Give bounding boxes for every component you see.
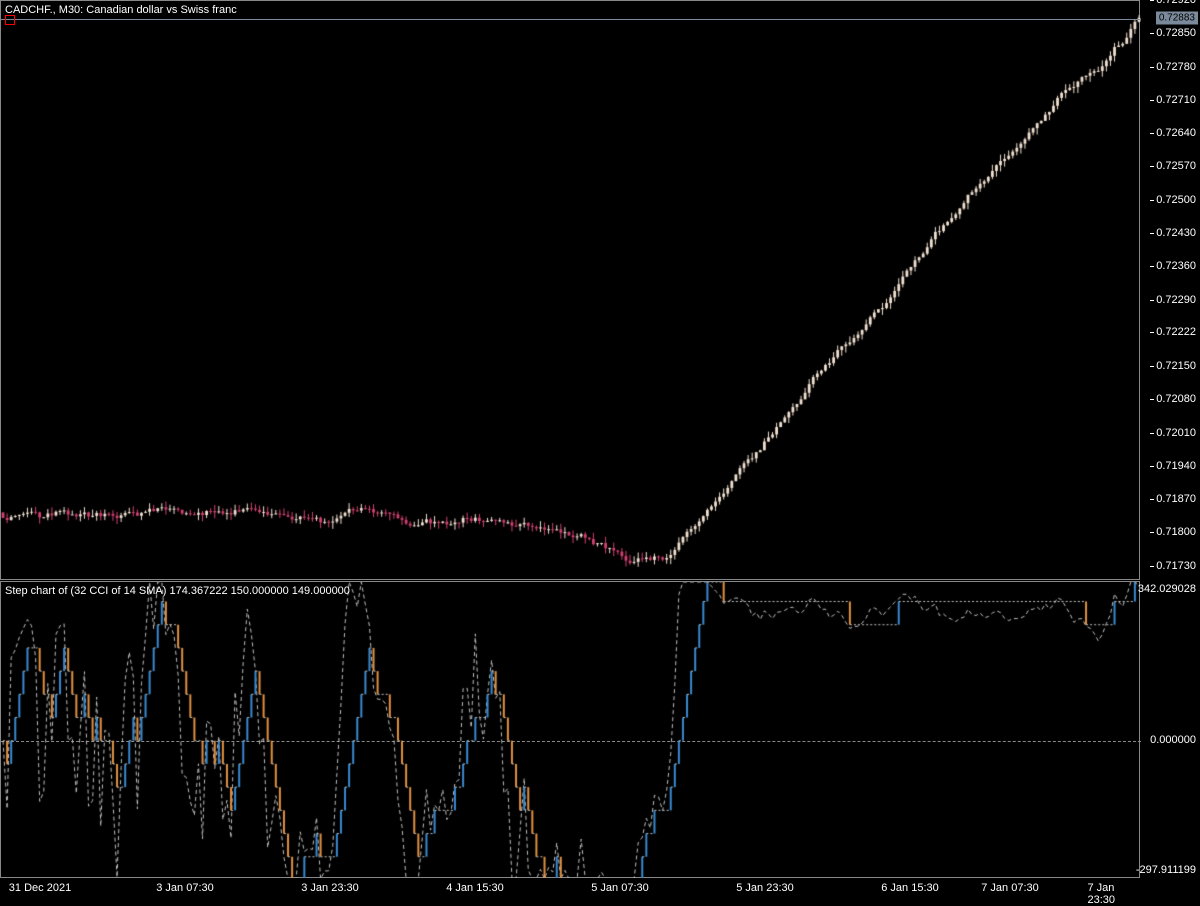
time-tick: 6 Jan 15:30 [881,882,939,894]
chart-title: CADCHF., M30: Canadian dollar vs Swiss f… [5,4,237,16]
marker-icon [5,15,15,25]
main-price-chart[interactable]: CADCHF., M30: Canadian dollar vs Swiss f… [0,0,1140,580]
price-tick: 0.72360 [1156,260,1196,272]
price-tick: 0.71800 [1156,526,1196,538]
price-tick: 0.72500 [1156,194,1196,206]
current-price-label: 0.72883 [1156,11,1198,24]
time-tick: 5 Jan 23:30 [736,882,794,894]
price-tick: 0.72710 [1156,94,1196,106]
indicator-tick-bottom: -297.911199 [1136,864,1196,876]
time-tick: 7 Jan 07:30 [981,882,1039,894]
price-axis: 0.72920 0.72850 0.72780 0.72710 0.72640 0.725… [1140,0,1200,580]
price-tick: 0.72430 [1156,227,1196,239]
price-tick: 0.72290 [1156,294,1196,306]
candle-canvas[interactable] [1,1,1141,581]
indicator-title: Step chart of (32 CCI of 14 SMA) 174.367… [5,585,350,597]
indicator-tick-zero: 0.000000 [1150,734,1196,746]
price-tick: 0.72150 [1156,360,1196,372]
price-tick: 0.71870 [1156,493,1196,505]
time-tick: 3 Jan 07:30 [156,882,214,894]
price-tick: 0.71730 [1156,560,1196,572]
price-tick: 0.72080 [1156,393,1196,405]
price-tick: 0.72222 [1156,326,1196,338]
price-tick: 0.72920 [1156,0,1196,6]
time-tick: 4 Jan 15:30 [446,882,504,894]
price-tick: 0.72640 [1156,127,1196,139]
price-tick: 0.72570 [1156,160,1196,172]
price-tick: 0.72850 [1156,27,1196,39]
time-tick: 5 Jan 07:30 [591,882,649,894]
time-tick: 31 Dec 2021 [9,882,71,894]
current-price-line [1,19,1141,20]
time-axis: 31 Dec 2021 3 Jan 07:30 3 Jan 23:30 4 Jan 1… [0,878,1140,900]
price-tick: 0.72010 [1156,427,1196,439]
indicator-panel[interactable]: Step chart of (32 CCI of 14 SMA) 174.367… [0,581,1140,878]
time-tick: 3 Jan 23:30 [301,882,359,894]
step-canvas[interactable] [1,582,1141,879]
price-tick: 0.71940 [1156,460,1196,472]
trading-chart-container: CADCHF., M30: Canadian dollar vs Swiss f… [0,0,1200,900]
price-tick: 0.72780 [1156,61,1196,73]
indicator-axis: 342.029028 0.000000 -297.911199 [1140,581,1200,878]
indicator-tick-top: 342.029028 [1138,583,1196,595]
time-tick: 7 Jan 23:30 [1088,882,1123,906]
